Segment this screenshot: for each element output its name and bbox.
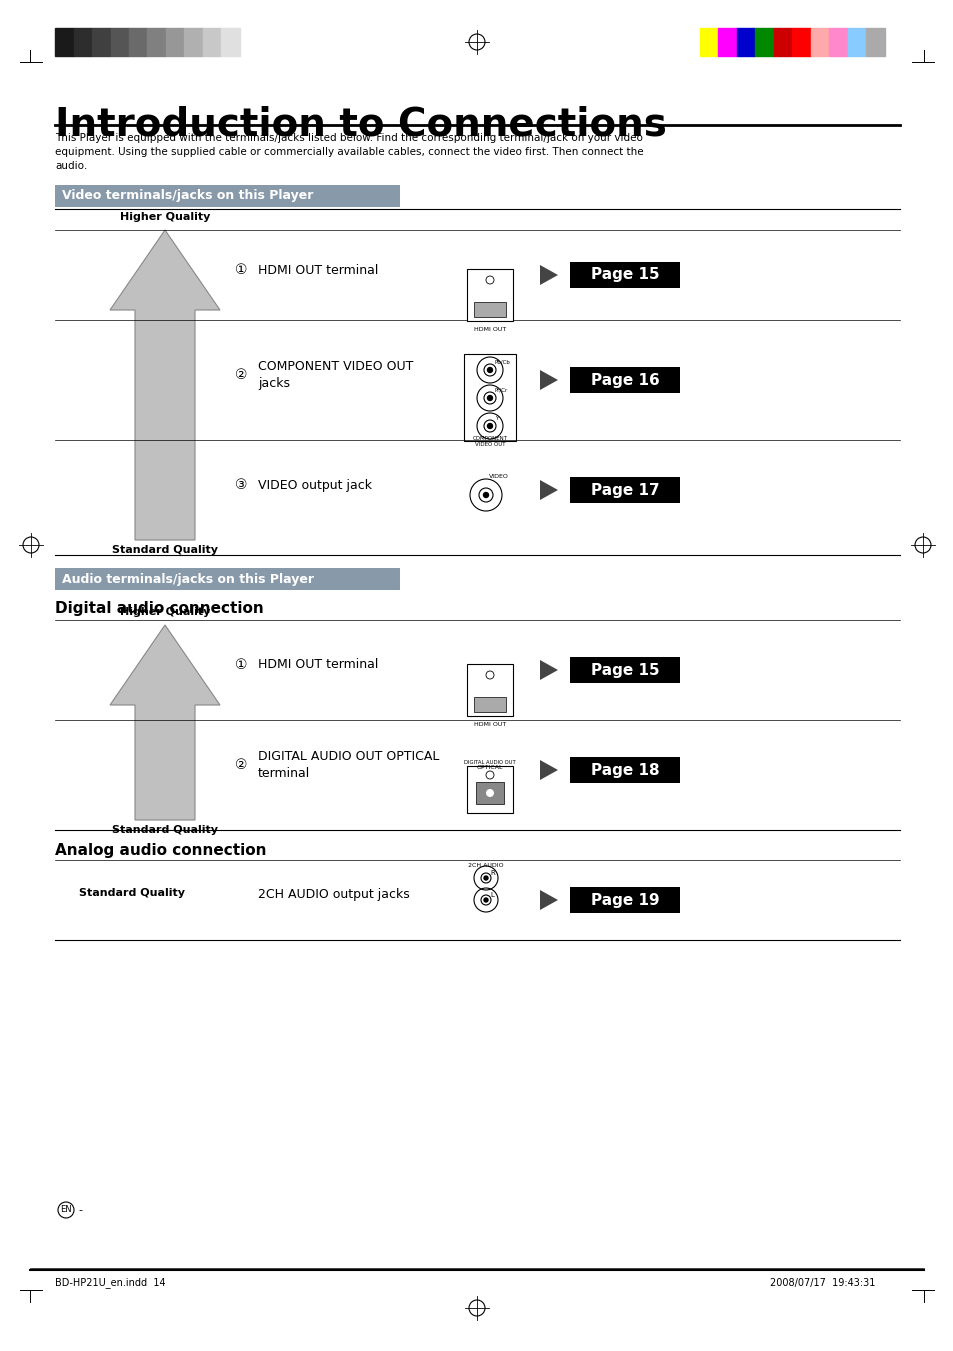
Text: ②: ② (234, 367, 247, 382)
Bar (737, 28, 755, 55)
FancyBboxPatch shape (569, 262, 679, 288)
Text: Page 17: Page 17 (590, 482, 659, 497)
Text: Page 15: Page 15 (590, 267, 659, 282)
FancyBboxPatch shape (467, 269, 513, 322)
FancyBboxPatch shape (569, 657, 679, 684)
Text: R: R (490, 870, 495, 875)
Text: DIGITAL AUDIO OUT: DIGITAL AUDIO OUT (464, 761, 516, 765)
Text: Higher Quality: Higher Quality (120, 607, 210, 617)
Text: BD-HP21U_en.indd  14: BD-HP21U_en.indd 14 (55, 1278, 166, 1289)
Bar (700, 28, 718, 55)
Text: Standard Quality: Standard Quality (79, 888, 185, 898)
Text: ①: ① (234, 263, 247, 277)
FancyBboxPatch shape (467, 663, 513, 716)
Text: VIDEO output jack: VIDEO output jack (257, 478, 372, 492)
Bar (148, 28, 166, 55)
Bar (91, 28, 111, 55)
Text: 2CH AUDIO output jacks: 2CH AUDIO output jacks (257, 888, 410, 901)
Text: Audio terminals/jacks on this Player: Audio terminals/jacks on this Player (62, 573, 314, 585)
Text: 2CH AUDIO: 2CH AUDIO (468, 863, 503, 867)
Circle shape (483, 493, 488, 497)
Polygon shape (539, 370, 558, 390)
Text: COMPONENT
VIDEO OUT: COMPONENT VIDEO OUT (472, 436, 507, 447)
Text: Page 16: Page 16 (590, 373, 659, 388)
Bar (203, 28, 221, 55)
Text: -: - (78, 1205, 82, 1215)
Polygon shape (110, 230, 220, 540)
Text: Page 19: Page 19 (590, 893, 659, 908)
Circle shape (487, 423, 492, 428)
Text: Introduction to Connections: Introduction to Connections (55, 105, 666, 143)
Text: Pb/Cb: Pb/Cb (495, 359, 511, 365)
Bar (55, 28, 73, 55)
Bar (73, 28, 91, 55)
Text: Analog audio connection: Analog audio connection (55, 843, 266, 858)
Text: L: L (490, 892, 494, 898)
Text: HDMI OUT: HDMI OUT (474, 721, 506, 727)
Bar (166, 28, 184, 55)
Text: 2008/07/17  19:43:31: 2008/07/17 19:43:31 (769, 1278, 874, 1288)
Polygon shape (539, 761, 558, 780)
Text: This Player is equipped with the terminals/jacks listed below. Find the correspo: This Player is equipped with the termina… (55, 132, 643, 172)
Bar (810, 28, 828, 55)
Bar (828, 28, 847, 55)
Bar (773, 28, 792, 55)
Polygon shape (539, 890, 558, 911)
Text: DIGITAL AUDIO OUT OPTICAL
terminal: DIGITAL AUDIO OUT OPTICAL terminal (257, 750, 439, 780)
Polygon shape (539, 265, 558, 285)
Bar (755, 28, 773, 55)
Text: ②: ② (234, 758, 247, 771)
Circle shape (483, 875, 488, 880)
Bar (847, 28, 865, 55)
Circle shape (485, 789, 494, 797)
Text: Video terminals/jacks on this Player: Video terminals/jacks on this Player (62, 189, 313, 203)
Bar (792, 28, 810, 55)
Polygon shape (110, 626, 220, 820)
Text: Digital audio connection: Digital audio connection (55, 601, 263, 616)
Bar (129, 28, 148, 55)
Bar (718, 28, 737, 55)
Bar (111, 28, 129, 55)
FancyBboxPatch shape (474, 303, 505, 317)
FancyBboxPatch shape (569, 757, 679, 784)
Text: EN: EN (60, 1205, 71, 1215)
Text: VIDEO: VIDEO (489, 474, 508, 480)
FancyBboxPatch shape (55, 567, 399, 590)
FancyBboxPatch shape (569, 367, 679, 393)
Text: Page 18: Page 18 (590, 762, 659, 777)
Text: Standard Quality: Standard Quality (112, 544, 218, 555)
Circle shape (487, 367, 492, 373)
Text: Higher Quality: Higher Quality (120, 212, 210, 222)
Bar (865, 28, 884, 55)
Text: Pr/Cr: Pr/Cr (495, 388, 508, 393)
Circle shape (483, 898, 488, 902)
Text: Standard Quality: Standard Quality (112, 825, 218, 835)
FancyBboxPatch shape (467, 766, 513, 813)
Text: OPTICAL: OPTICAL (476, 765, 503, 770)
FancyBboxPatch shape (474, 697, 505, 712)
Text: ①: ① (234, 658, 247, 671)
FancyBboxPatch shape (569, 477, 679, 503)
FancyBboxPatch shape (476, 782, 503, 804)
Polygon shape (539, 480, 558, 500)
FancyBboxPatch shape (569, 888, 679, 913)
Text: HDMI OUT: HDMI OUT (474, 327, 506, 332)
Text: ③: ③ (234, 478, 247, 492)
Bar (221, 28, 240, 55)
Text: Page 15: Page 15 (590, 662, 659, 677)
Polygon shape (539, 661, 558, 680)
Text: Y: Y (495, 416, 497, 422)
FancyBboxPatch shape (55, 185, 399, 207)
Text: COMPONENT VIDEO OUT
jacks: COMPONENT VIDEO OUT jacks (257, 359, 413, 390)
Bar (184, 28, 203, 55)
Circle shape (487, 396, 492, 400)
Text: HDMI OUT terminal: HDMI OUT terminal (257, 658, 378, 671)
Text: HDMI OUT terminal: HDMI OUT terminal (257, 263, 378, 277)
